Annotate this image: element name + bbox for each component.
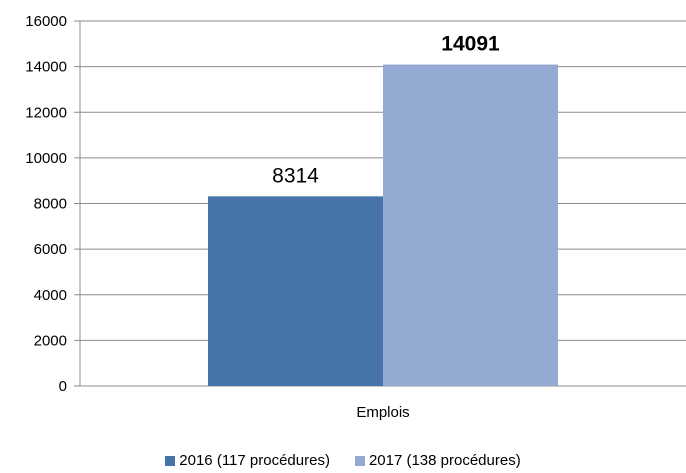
data-labels: 8314 14091: [272, 33, 500, 188]
legend: 2016 (117 procédures) 2017 (138 procédur…: [0, 452, 686, 469]
legend-swatch-2016: [165, 455, 176, 466]
y-tick-label-4000: 4000: [34, 287, 67, 304]
y-tick-label-8000: 8000: [34, 196, 67, 213]
legend-swatch-2017: [354, 455, 365, 466]
legend-item-2017: 2017 (138 procédures): [354, 452, 521, 469]
y-tick-label-16000: 16000: [25, 13, 67, 30]
data-label-series-1: 14091: [441, 33, 500, 56]
y-tick-label-6000: 6000: [34, 241, 67, 258]
bars: [208, 64, 558, 386]
bar-emplois-series-0: [208, 196, 383, 386]
legend-label-2016: 2016 (117 procédures): [179, 452, 330, 469]
x-axis-category-labels: Emplois: [356, 404, 409, 421]
legend-item-2016: 2016 (117 procédures): [165, 452, 330, 469]
y-tick-label-12000: 12000: [25, 104, 67, 121]
y-tick-label-0: 0: [59, 378, 67, 395]
y-tick-label-10000: 10000: [25, 150, 67, 167]
bar-emplois-series-1: [383, 64, 558, 386]
y-axis-tick-labels: 0 2000 4000 6000 8000 10000 12000 14000 16000: [25, 13, 67, 395]
y-tick-label-14000: 14000: [25, 59, 67, 76]
legend-label-2017: 2017 (138 procédures): [368, 452, 521, 469]
y-tick-label-2000: 2000: [34, 332, 67, 349]
x-category-label-emplois: Emplois: [356, 404, 409, 421]
bar-chart: 0 2000 4000 6000 8000 10000 12000 14000 16000 83…: [25, 13, 686, 421]
data-label-series-0: 8314: [272, 164, 319, 187]
